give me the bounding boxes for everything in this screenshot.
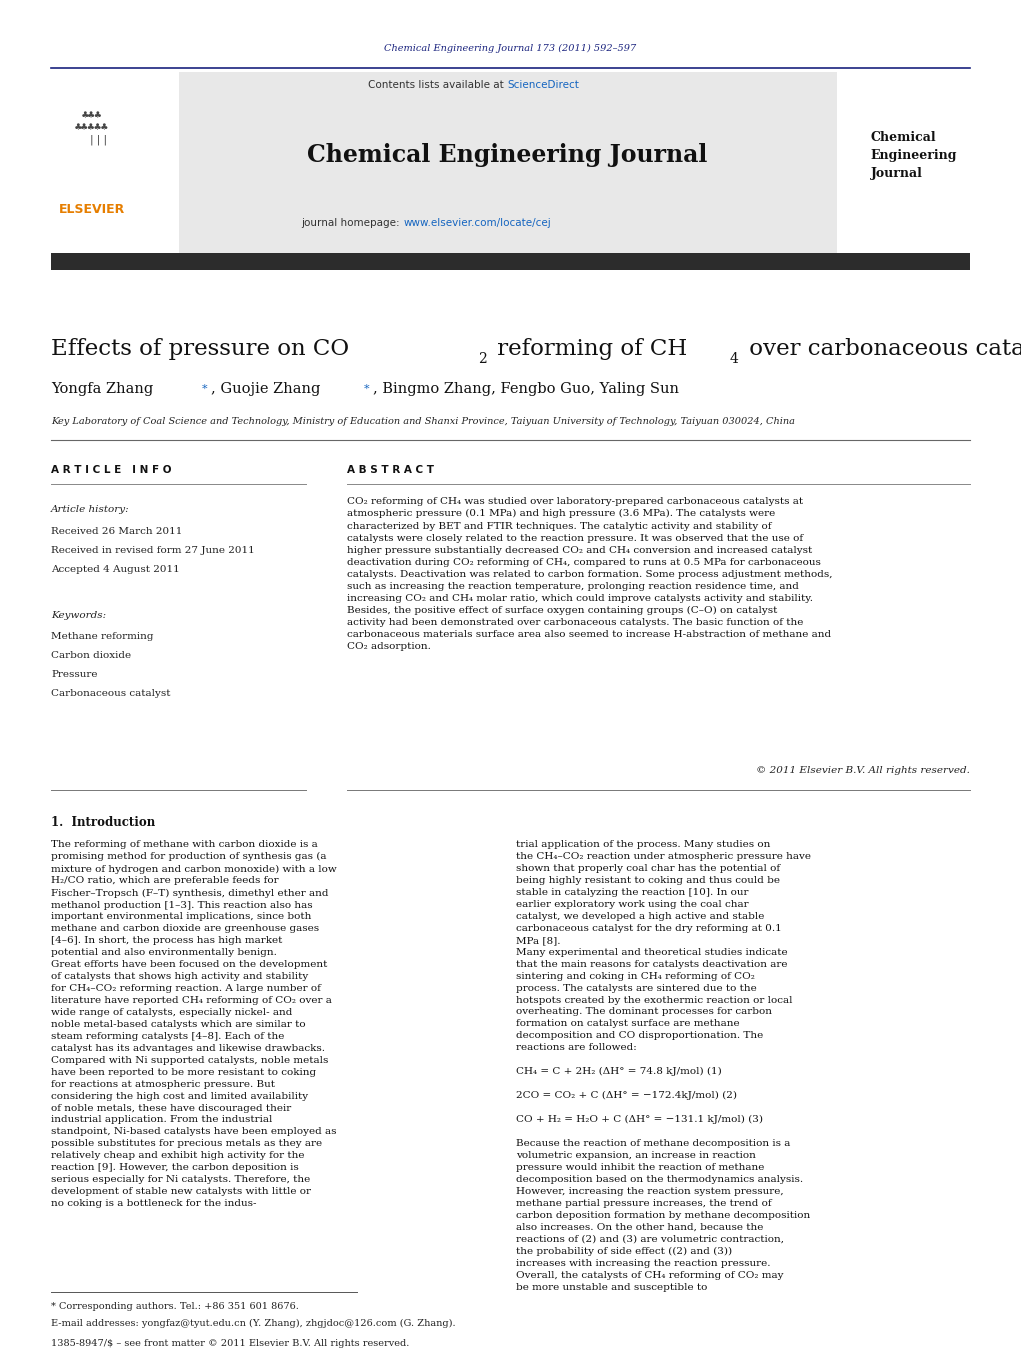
- Text: Received 26 March 2011: Received 26 March 2011: [51, 527, 183, 536]
- Text: Chemical Engineering Journal: Chemical Engineering Journal: [307, 143, 708, 168]
- Text: A B S T R A C T: A B S T R A C T: [347, 465, 434, 476]
- Text: Pressure: Pressure: [51, 670, 98, 680]
- Text: trial application of the process. Many studies on
the CH₄–CO₂ reaction under atm: trial application of the process. Many s…: [516, 840, 811, 1292]
- Text: Effects of pressure on CO: Effects of pressure on CO: [51, 338, 349, 359]
- Text: * Corresponding authors. Tel.: +86 351 601 8676.: * Corresponding authors. Tel.: +86 351 6…: [51, 1302, 299, 1312]
- Text: www.elsevier.com/locate/cej: www.elsevier.com/locate/cej: [403, 218, 551, 228]
- Text: ♣♣♣
♣♣♣♣♣
  |||: ♣♣♣ ♣♣♣♣♣ |||: [75, 112, 109, 145]
- Text: Key Laboratory of Coal Science and Technology, Ministry of Education and Shanxi : Key Laboratory of Coal Science and Techn…: [51, 417, 795, 426]
- Text: ScienceDirect: ScienceDirect: [507, 80, 579, 91]
- Text: Carbonaceous catalyst: Carbonaceous catalyst: [51, 689, 171, 698]
- Text: Yongfa Zhang: Yongfa Zhang: [51, 382, 153, 396]
- Text: over carbonaceous catalyst: over carbonaceous catalyst: [742, 338, 1021, 359]
- Text: A R T I C L E   I N F O: A R T I C L E I N F O: [51, 465, 172, 476]
- Text: Keywords:: Keywords:: [51, 611, 106, 620]
- Text: *: *: [363, 384, 370, 394]
- Text: Accepted 4 August 2011: Accepted 4 August 2011: [51, 565, 180, 574]
- Text: journal homepage:: journal homepage:: [301, 218, 403, 228]
- Text: 4: 4: [730, 353, 739, 366]
- Text: Methane reforming: Methane reforming: [51, 632, 153, 642]
- Text: 1385-8947/$ – see front matter © 2011 Elsevier B.V. All rights reserved.: 1385-8947/$ – see front matter © 2011 El…: [51, 1339, 409, 1348]
- Text: Contents lists available at: Contents lists available at: [369, 80, 507, 91]
- Text: Article history:: Article history:: [51, 505, 130, 515]
- Text: Received in revised form 27 June 2011: Received in revised form 27 June 2011: [51, 546, 255, 555]
- Text: © 2011 Elsevier B.V. All rights reserved.: © 2011 Elsevier B.V. All rights reserved…: [757, 766, 970, 775]
- Text: CO₂ reforming of CH₄ was studied over laboratory-prepared carbonaceous catalysts: CO₂ reforming of CH₄ was studied over la…: [347, 497, 833, 651]
- Text: 1.  Introduction: 1. Introduction: [51, 816, 155, 830]
- Text: Chemical
Engineering
Journal: Chemical Engineering Journal: [871, 131, 957, 180]
- Text: , Guojie Zhang: , Guojie Zhang: [211, 382, 321, 396]
- Text: E-mail addresses: yongfaz@tyut.edu.cn (Y. Zhang), zhgjdoc@126.com (G. Zhang).: E-mail addresses: yongfaz@tyut.edu.cn (Y…: [51, 1319, 455, 1328]
- Text: Carbon dioxide: Carbon dioxide: [51, 651, 131, 661]
- Text: ELSEVIER: ELSEVIER: [59, 203, 125, 216]
- Text: 2: 2: [478, 353, 487, 366]
- Text: , Bingmo Zhang, Fengbo Guo, Yaling Sun: , Bingmo Zhang, Fengbo Guo, Yaling Sun: [373, 382, 679, 396]
- Bar: [51, 253, 970, 270]
- Text: reforming of CH: reforming of CH: [490, 338, 687, 359]
- Text: Chemical Engineering Journal 173 (2011) 592–597: Chemical Engineering Journal 173 (2011) …: [384, 45, 637, 53]
- Bar: [179, 72, 837, 254]
- Text: *: *: [202, 384, 208, 394]
- Text: The reforming of methane with carbon dioxide is a
promising method for productio: The reforming of methane with carbon dio…: [51, 840, 337, 1208]
